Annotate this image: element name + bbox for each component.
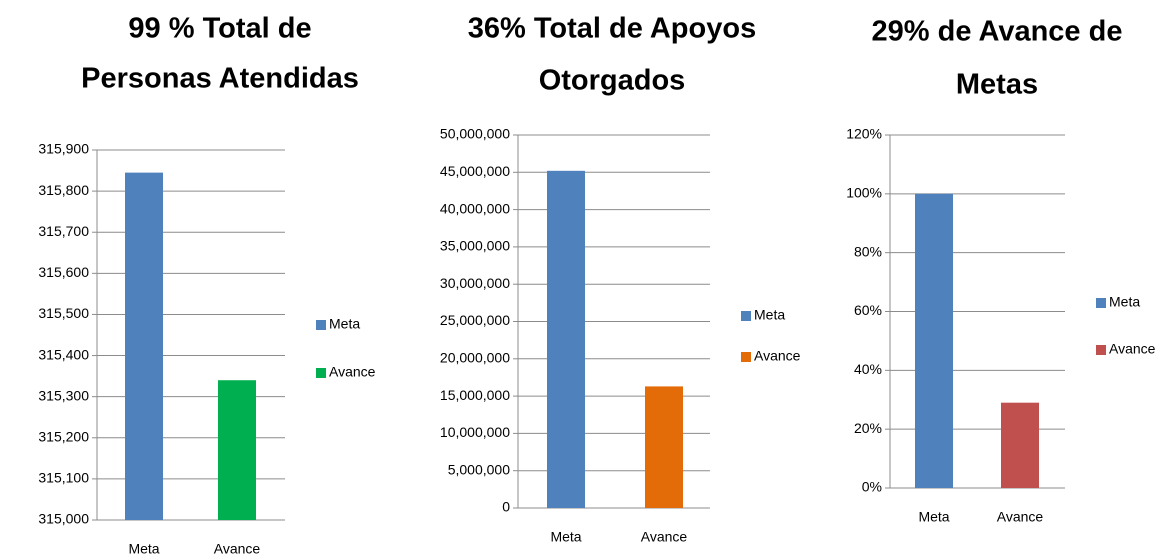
legend-swatch	[316, 320, 326, 330]
x-tick-label: Avance	[214, 541, 261, 557]
x-tick-label: Avance	[641, 529, 688, 545]
chart-title: Personas Atendidas	[81, 63, 359, 95]
y-tick-label: 15,000,000	[440, 387, 510, 403]
x-tick-label: Meta	[550, 529, 581, 545]
y-tick-label: 50,000,000	[440, 126, 510, 142]
bar	[125, 172, 163, 520]
legend-swatch	[741, 352, 751, 362]
bar	[218, 380, 256, 520]
legend-label: Avance	[754, 348, 801, 364]
y-tick-label: 315,300	[38, 387, 89, 403]
chart-title: 29% de Avance de	[872, 16, 1123, 48]
y-tick-label: 315,100	[38, 470, 89, 486]
bar	[1001, 402, 1039, 488]
chart-title: 36% Total de Apoyos	[468, 13, 756, 45]
legend-swatch	[741, 311, 751, 321]
bar	[915, 193, 953, 489]
y-tick-label: 315,600	[38, 264, 89, 280]
y-tick-label: 20%	[854, 420, 882, 436]
y-tick-label: 45,000,000	[440, 163, 510, 179]
legend-label: Avance	[1109, 341, 1156, 357]
y-tick-label: 120%	[846, 126, 882, 142]
legend-swatch	[1096, 345, 1106, 355]
legend-swatch	[1096, 298, 1106, 308]
y-tick-label: 0	[502, 499, 510, 515]
y-tick-label: 315,900	[38, 141, 89, 157]
y-tick-label: 315,500	[38, 305, 89, 321]
legend-label: Meta	[1109, 294, 1140, 310]
y-tick-label: 315,800	[38, 182, 89, 198]
y-tick-label: 30,000,000	[440, 275, 510, 291]
y-tick-label: 100%	[846, 185, 882, 201]
x-tick-label: Avance	[997, 509, 1044, 525]
legend-label: Avance	[329, 364, 376, 380]
y-tick-label: 5,000,000	[448, 461, 510, 477]
y-tick-label: 10,000,000	[440, 424, 510, 440]
y-tick-label: 315,200	[38, 428, 89, 444]
chart-title: 99 % Total de	[128, 13, 311, 45]
y-tick-label: 20,000,000	[440, 350, 510, 366]
chart-title: Otorgados	[539, 65, 686, 97]
bar	[547, 170, 585, 509]
legend-label: Meta	[754, 307, 785, 323]
y-tick-label: 315,000	[38, 511, 89, 527]
chart-title: Metas	[956, 69, 1038, 101]
y-tick-label: 40,000,000	[440, 200, 510, 216]
y-tick-label: 315,700	[38, 223, 89, 239]
bar	[645, 386, 683, 508]
legend-label: Meta	[329, 316, 360, 332]
y-tick-label: 25,000,000	[440, 312, 510, 328]
legend-swatch	[316, 368, 326, 378]
y-tick-label: 40%	[854, 361, 882, 377]
y-tick-label: 60%	[854, 302, 882, 318]
y-tick-label: 315,400	[38, 346, 89, 362]
y-tick-label: 0%	[862, 479, 882, 495]
x-tick-label: Meta	[128, 541, 159, 557]
y-tick-label: 80%	[854, 243, 882, 259]
y-tick-label: 35,000,000	[440, 238, 510, 254]
x-tick-label: Meta	[918, 509, 949, 525]
